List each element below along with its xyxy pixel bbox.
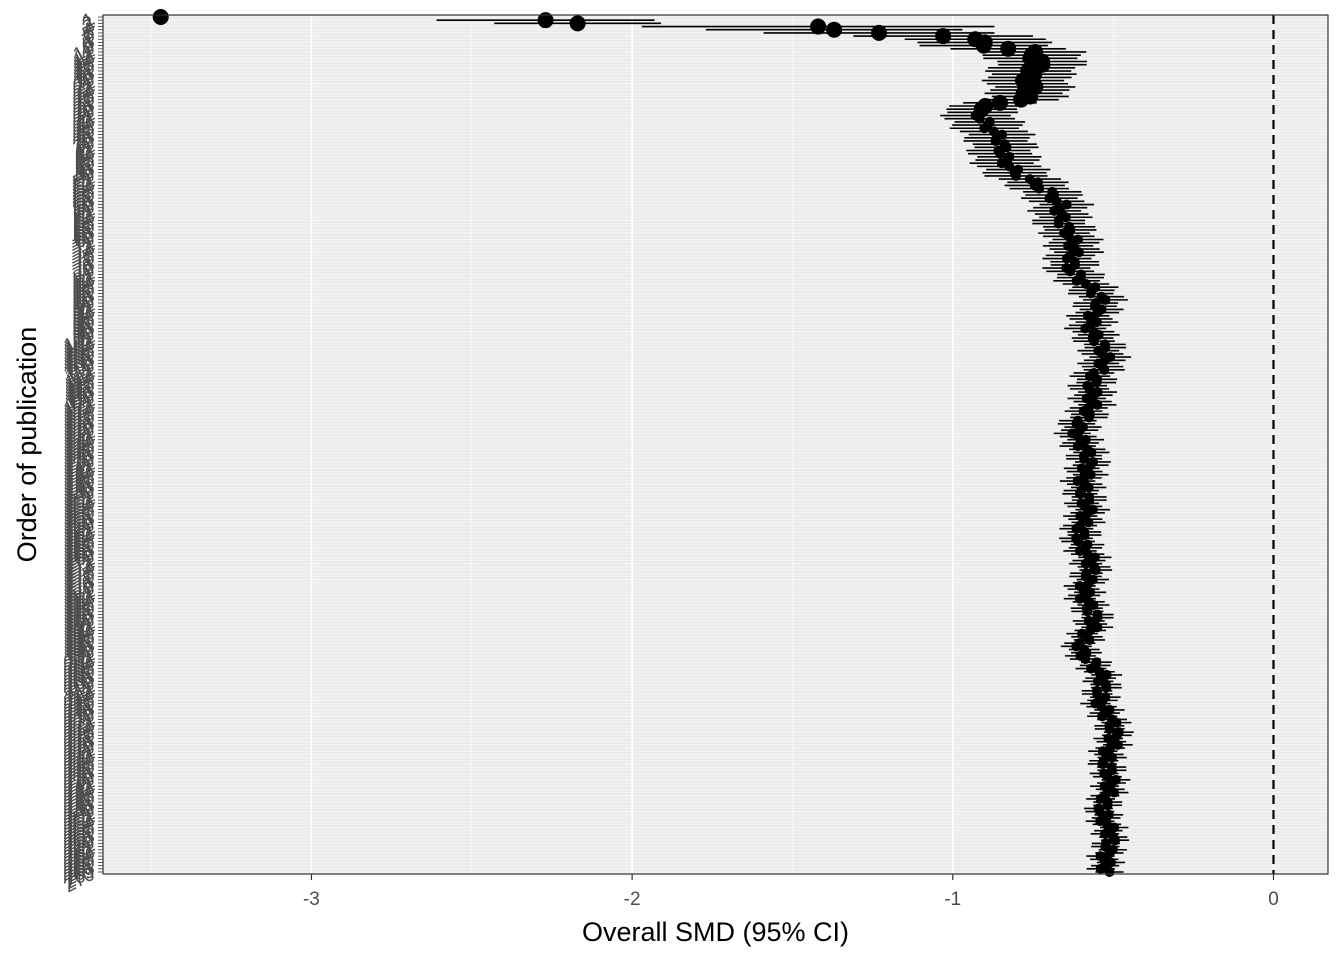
point-estimate	[1099, 828, 1110, 839]
point-estimate	[1053, 218, 1064, 229]
x-axis-title: Overall SMD (95% CI)	[582, 917, 849, 947]
point-estimates	[152, 9, 1124, 877]
y-axis-ticks: 1234567891011121314151617181920212223242…	[60, 9, 103, 897]
point-estimate	[810, 18, 827, 35]
point-estimate	[996, 158, 1007, 169]
point-estimate	[1073, 247, 1084, 258]
point-estimate	[935, 28, 952, 45]
x-tick-label: -1	[944, 889, 961, 910]
point-estimate	[1080, 558, 1091, 569]
point-estimate	[1095, 863, 1106, 874]
point-estimate	[1084, 634, 1095, 645]
point-estimate	[1074, 488, 1085, 499]
point-estimate	[1091, 377, 1102, 388]
point-estimate	[1104, 867, 1115, 877]
point-estimate	[979, 123, 990, 134]
point-estimate	[1071, 523, 1082, 534]
plot-panel	[103, 15, 1328, 874]
point-estimate	[1092, 676, 1103, 687]
major-gridlines	[103, 15, 1328, 874]
point-estimate	[1090, 565, 1101, 576]
point-estimate	[1089, 336, 1100, 347]
point-estimate	[1112, 739, 1123, 750]
point-estimate	[1107, 752, 1118, 763]
point-estimate	[1097, 758, 1108, 769]
point-estimate	[1080, 654, 1091, 665]
x-tick-label: -2	[624, 889, 641, 910]
point-estimate	[1071, 275, 1082, 286]
point-estimate	[995, 148, 1006, 159]
point-estimate	[1001, 142, 1012, 153]
point-estimate	[974, 113, 985, 124]
point-estimate	[991, 94, 1008, 111]
point-estimate	[1079, 453, 1090, 464]
point-estimate	[1082, 606, 1093, 617]
point-estimate	[1074, 593, 1085, 604]
point-estimate	[871, 24, 888, 41]
point-estimate	[1000, 40, 1017, 57]
point-estimate	[1085, 288, 1096, 299]
point-estimate	[152, 9, 169, 25]
point-estimate	[1083, 517, 1094, 528]
point-estimate	[1083, 412, 1094, 423]
point-estimate	[1110, 835, 1121, 846]
point-estimate	[1011, 170, 1022, 181]
point-estimate	[1072, 441, 1083, 452]
point-estimate	[1085, 460, 1096, 471]
point-estimate	[1100, 294, 1111, 305]
point-estimate	[1102, 800, 1113, 811]
point-estimate	[1092, 307, 1103, 318]
point-estimate	[1099, 364, 1110, 375]
point-estimate	[1034, 183, 1045, 194]
point-estimate	[537, 12, 554, 29]
point-estimate	[1092, 399, 1103, 410]
point-estimate	[1101, 682, 1112, 693]
point-estimate	[1109, 787, 1120, 798]
point-estimate	[1097, 711, 1108, 722]
x-tick-label: -3	[303, 889, 320, 910]
point-estimate	[1065, 266, 1076, 277]
x-axis-ticks: -3 -2 -1 0	[303, 874, 1279, 910]
point-estimate	[826, 21, 843, 38]
point-estimate	[975, 37, 992, 54]
point-estimate	[1104, 723, 1115, 734]
point-estimate	[1085, 663, 1096, 674]
point-estimate	[990, 135, 1001, 146]
point-estimate	[1013, 91, 1030, 108]
y-axis-title: Order of publication	[12, 327, 42, 563]
point-estimate	[1080, 278, 1091, 289]
point-estimate	[1073, 536, 1084, 547]
point-estimate	[1075, 545, 1086, 556]
panel-border	[102, 14, 1329, 875]
point-estimate	[1080, 323, 1091, 334]
point-estimate	[1094, 806, 1105, 817]
x-tick-label: 0	[1268, 889, 1279, 910]
point-estimate	[1061, 253, 1072, 264]
point-estimate	[1092, 612, 1103, 623]
point-estimate	[1079, 530, 1090, 541]
point-estimate	[1071, 641, 1082, 652]
point-estimate	[569, 15, 586, 32]
